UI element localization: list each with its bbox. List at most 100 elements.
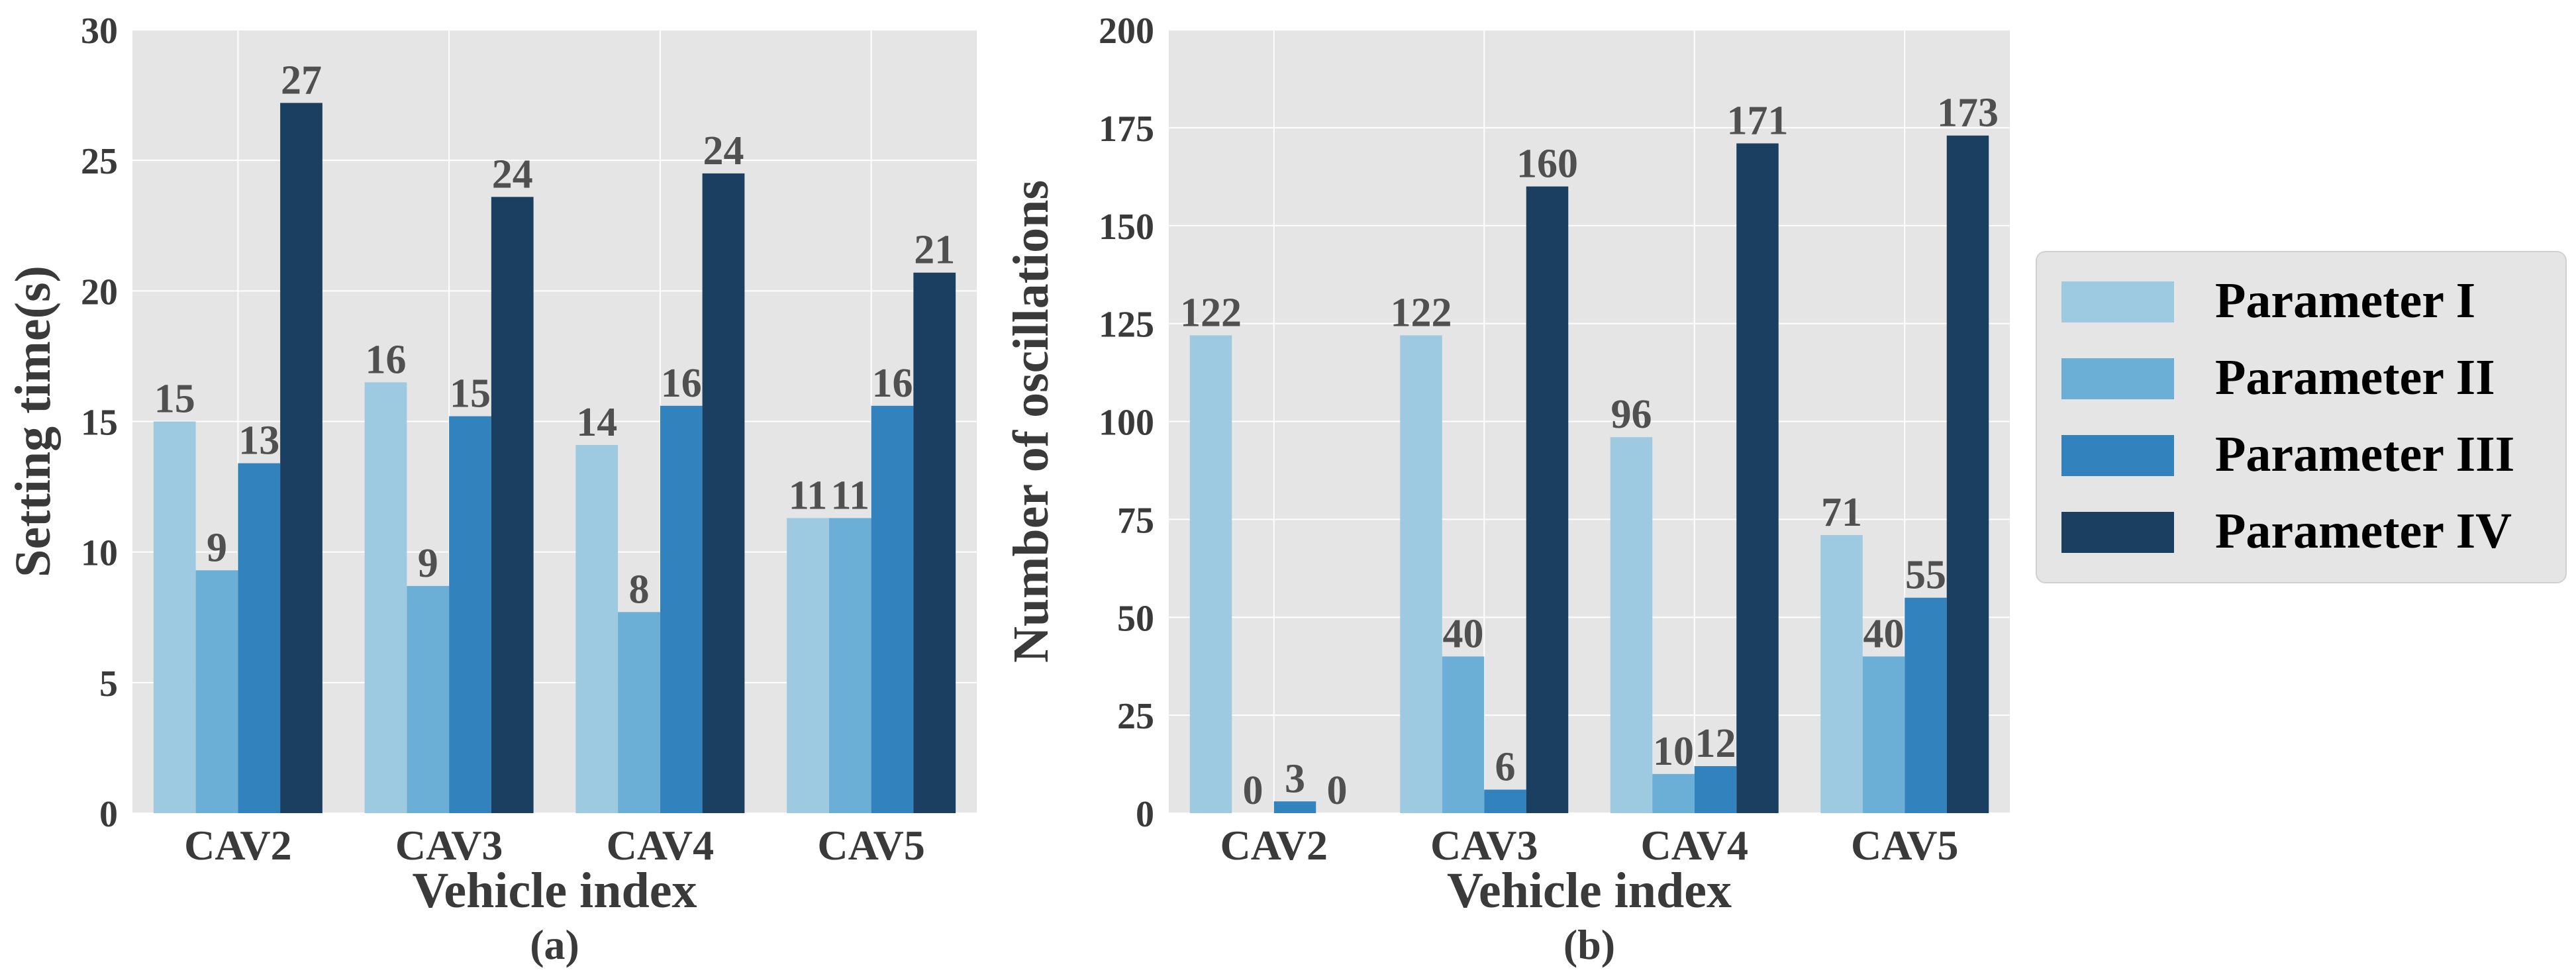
y-tick-label: 200 [1099, 11, 1154, 52]
bar-a-s3-cav5 [871, 405, 914, 813]
data-label: 71 [1821, 490, 1862, 535]
x-tick-label: CAV4 [607, 822, 714, 869]
y-tick-label: 150 [1099, 207, 1154, 248]
data-label: 40 [1863, 611, 1905, 656]
x-tick-label: CAV3 [1430, 822, 1538, 869]
y-tick-label: 10 [81, 533, 118, 574]
bar-a-s4-cav2 [280, 103, 322, 813]
bar-b-s1-cav2 [1189, 335, 1232, 813]
data-label: 0 [1327, 768, 1348, 813]
bar-b-s2-cav4 [1652, 773, 1695, 813]
y-tick-label: 50 [1117, 598, 1154, 639]
bar-b-s3-cav5 [1905, 597, 1947, 813]
data-label: 160 [1516, 142, 1578, 187]
bar-a-s2-cav5 [828, 518, 871, 813]
panel-label: (b) [1563, 921, 1615, 968]
bar-b-s3-cav4 [1694, 766, 1737, 813]
x-tick-label: CAV5 [1851, 822, 1958, 869]
y-tick-label: 75 [1117, 500, 1154, 541]
data-label: 3 [1285, 756, 1305, 801]
legend-swatch [2061, 512, 2174, 553]
bar-a-s3-cav3 [449, 416, 491, 813]
bar-b-s4-cav4 [1736, 143, 1779, 813]
bar-a-s4-cav4 [702, 173, 745, 814]
bar-a-s1-cav2 [153, 421, 196, 813]
bar-a-s2-cav3 [407, 585, 450, 813]
legend-entry: Parameter III [2215, 426, 2514, 482]
data-label: 10 [1653, 729, 1694, 774]
x-tick-label: CAV3 [395, 822, 503, 869]
data-label: 11 [789, 473, 828, 518]
x-tick-label: CAV5 [817, 822, 924, 869]
bar-b-s3-cav3 [1484, 789, 1526, 813]
legend-swatch [2061, 281, 2174, 322]
y-tick-label: 15 [81, 403, 118, 444]
y-tick-label: 25 [1117, 696, 1154, 737]
data-label: 0 [1243, 768, 1263, 813]
panel-a: 0 5 10 15 20 25 30 15 16 14 11 9 9 8 11 13 15 16 16 27 24 24 2… [5, 11, 977, 968]
bar-b-s1-cav4 [1610, 437, 1653, 813]
legend-entry: Parameter II [2215, 350, 2495, 405]
data-label: 15 [154, 377, 195, 422]
data-label: 55 [1905, 553, 1946, 598]
bar-a-s4-cav3 [491, 197, 534, 814]
bar-b-s3-cav2 [1273, 801, 1316, 813]
x-tick-label: CAV4 [1641, 822, 1748, 869]
bar-a-s2-cav4 [618, 612, 660, 813]
data-label: 21 [914, 228, 955, 273]
bar-a-s3-cav4 [660, 405, 703, 813]
bar-b-s2-cav5 [1862, 656, 1905, 813]
data-label: 16 [661, 361, 702, 406]
legend-entry: Parameter IV [2215, 503, 2512, 559]
y-tick-label: 30 [81, 11, 118, 52]
legend-swatch [2061, 358, 2174, 399]
bar-a-s2-cav2 [195, 570, 238, 813]
data-label: 24 [703, 128, 744, 173]
data-label: 9 [207, 525, 227, 570]
bar-a-s1-cav5 [787, 518, 829, 813]
data-label: 8 [629, 567, 650, 612]
legend-swatch [2061, 435, 2174, 476]
data-label: 12 [1695, 721, 1736, 766]
data-label: 40 [1443, 611, 1484, 656]
bar-b-s1-cav3 [1400, 335, 1442, 813]
y-tick-label: 20 [81, 271, 118, 313]
bar-a-s4-cav5 [913, 272, 956, 814]
legend-box [2036, 251, 2567, 583]
y-axis-label: Number of oscillations [1003, 180, 1059, 663]
data-label: 6 [1495, 745, 1516, 790]
y-tick-label: 175 [1099, 109, 1154, 150]
data-label: 122 [1180, 290, 1242, 335]
x-axis-label: Vehicle index [413, 863, 697, 918]
data-label: 14 [576, 400, 617, 445]
x-tick-label: CAV2 [1220, 822, 1328, 869]
data-label: 24 [492, 152, 533, 197]
x-tick-label: CAV2 [184, 822, 291, 869]
y-tick-label: 0 [99, 794, 118, 835]
legend-entry: Parameter I [2215, 273, 2475, 328]
data-label: 27 [281, 58, 322, 103]
data-label: 11 [830, 473, 869, 518]
y-tick-label: 5 [99, 663, 118, 705]
data-label: 96 [1611, 392, 1652, 437]
y-tick-label: 0 [1136, 794, 1154, 835]
legend: Parameter I Parameter II Parameter III Para… [2036, 251, 2567, 583]
data-label: 16 [872, 361, 913, 406]
y-tick-label: 100 [1099, 403, 1154, 444]
data-label: 171 [1727, 99, 1789, 144]
y-tick-label: 25 [81, 141, 118, 182]
data-label: 16 [366, 337, 407, 382]
y-axis-label: Setting time(s) [5, 266, 61, 577]
x-axis-label: Vehicle index [1447, 863, 1732, 918]
data-label: 173 [1937, 91, 1999, 136]
bar-b-s4-cav3 [1526, 186, 1569, 814]
panel-label: (a) [530, 921, 579, 968]
bar-a-s1-cav3 [364, 382, 407, 813]
y-tick-label: 125 [1099, 305, 1154, 346]
bar-b-s1-cav5 [1820, 535, 1863, 813]
bar-b-s4-cav5 [1946, 135, 1989, 813]
bar-b-s2-cav3 [1442, 656, 1485, 813]
bar-a-s3-cav2 [238, 463, 281, 813]
data-label: 122 [1391, 290, 1452, 335]
